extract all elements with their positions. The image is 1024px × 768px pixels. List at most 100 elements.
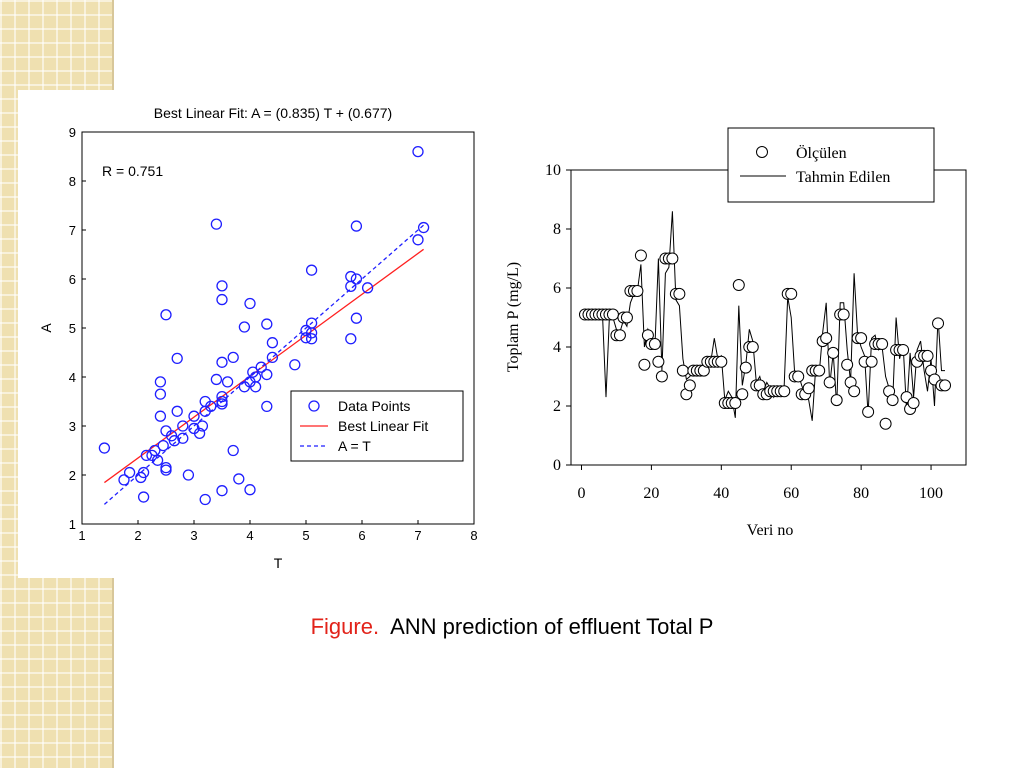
y-axis-ticks: 1 2 3 4 5 6 7 8 9: [69, 125, 86, 532]
data-point: [98, 442, 111, 454]
measured-points: [578, 249, 952, 430]
data-point: [233, 473, 245, 485]
y-tick-label: 4: [553, 339, 561, 356]
data-point: [154, 410, 167, 422]
y-tick-label: 0: [553, 457, 561, 474]
identity-line: [103, 224, 425, 505]
data-point: [305, 264, 318, 276]
data-point: [168, 435, 181, 447]
regression-chart-panel: Best Linear Fit: A = (0.835) T + (0.677)…: [18, 90, 498, 578]
data-point: [199, 493, 211, 506]
measured-point: [830, 394, 843, 407]
measured-point: [620, 311, 633, 324]
measured-point: [823, 376, 836, 389]
x-tick-label: 6: [358, 528, 365, 543]
legend-label-predicted: Tahmin Edilen: [796, 169, 890, 186]
measured-vs-predicted-chart: 0 20 40 60 80 100 0 2 4 6 8 10 Veri no Toplam P (m…: [505, 127, 967, 539]
x-tick-label: 0: [577, 485, 585, 502]
measured-point: [729, 397, 742, 410]
measured-point: [897, 343, 910, 356]
data-point: [216, 280, 228, 292]
data-point: [182, 469, 195, 481]
data-point: [137, 491, 150, 503]
data-point: [412, 145, 424, 158]
data-point: [171, 405, 183, 417]
data-point: [417, 221, 430, 234]
y-tick-label: 8: [553, 221, 561, 238]
y-tick-label: 4: [69, 370, 76, 385]
measured-point: [683, 379, 696, 392]
data-point: [266, 351, 279, 364]
data-point: [154, 388, 167, 400]
data-points: [98, 145, 430, 506]
measured-point: [666, 252, 679, 265]
data-point: [350, 312, 363, 324]
measured-point: [631, 284, 644, 297]
data-point: [261, 318, 273, 330]
x-tick-label: 5: [302, 528, 309, 543]
x-tick-label: 100: [919, 485, 943, 502]
y-tick-label: 2: [553, 398, 561, 415]
x-tick-label: 1: [78, 528, 85, 543]
data-point: [244, 484, 256, 496]
timeseries-chart-panel: 0 20 40 60 80 100 0 2 4 6 8 10 Veri no Toplam P (m…: [500, 120, 980, 560]
legend-marker-data-points: [308, 400, 320, 412]
x-tick-label: 80: [853, 485, 869, 502]
measured-point: [792, 370, 805, 383]
data-point: [140, 449, 153, 462]
x-axis-ticks: 1 2 3 4 5 6 7 8: [78, 520, 478, 543]
measured-point: [813, 364, 826, 377]
x-tick-label: 7: [414, 528, 421, 543]
measured-point: [606, 308, 619, 321]
y-axis-label: Toplam P (mg/L): [505, 262, 522, 372]
data-point: [238, 321, 251, 333]
chart-legend: Data Points Best Linear Fit A = T: [290, 390, 464, 462]
x-tick-label: 4: [246, 528, 253, 543]
measured-point: [939, 379, 952, 392]
measured-point: [676, 364, 689, 377]
data-point: [244, 297, 256, 310]
data-point: [289, 359, 301, 371]
measured-point: [879, 417, 892, 430]
data-point: [261, 368, 273, 381]
data-point: [350, 273, 363, 285]
data-point: [227, 351, 239, 364]
data-point: [210, 218, 223, 230]
y-axis-label: A: [38, 323, 54, 333]
measured-point: [802, 382, 815, 395]
x-axis-label: T: [274, 555, 283, 571]
caption-text: ANN prediction of effluent Total P: [390, 614, 714, 639]
measured-point: [715, 355, 728, 368]
measured-point: [638, 358, 651, 371]
data-point: [177, 420, 189, 432]
data-point: [350, 220, 363, 232]
x-tick-label: 2: [134, 528, 141, 543]
data-point: [221, 376, 234, 388]
measured-point: [876, 338, 889, 351]
y-tick-label: 9: [69, 125, 76, 140]
legend-label-measured: Ölçülen: [796, 144, 847, 162]
measured-point: [921, 349, 934, 362]
x-axis-label: Veri no: [747, 522, 794, 539]
data-point: [305, 333, 318, 345]
data-point: [345, 280, 357, 293]
legend-label-identity: A = T: [338, 438, 371, 454]
data-point: [227, 444, 239, 457]
data-point: [154, 376, 167, 388]
legend-marker-measured: [756, 146, 768, 158]
x-tick-label: 20: [643, 485, 659, 502]
data-point: [216, 356, 228, 368]
data-point: [210, 373, 223, 386]
r-value-annotation: R = 0.751: [102, 163, 163, 179]
data-point: [361, 282, 374, 294]
x-axis-ticks: 0 20 40 60 80 100: [577, 465, 943, 502]
figure-caption: Figure. ANN prediction of effluent Total…: [0, 614, 1024, 640]
measured-point: [785, 287, 798, 300]
measured-point: [613, 329, 626, 342]
data-point: [300, 324, 312, 337]
y-tick-label: 3: [69, 419, 76, 434]
data-point: [266, 337, 279, 349]
measured-point: [739, 361, 752, 374]
data-point: [412, 234, 424, 246]
regression-scatter-chart: Best Linear Fit: A = (0.835) T + (0.677)…: [38, 105, 478, 571]
